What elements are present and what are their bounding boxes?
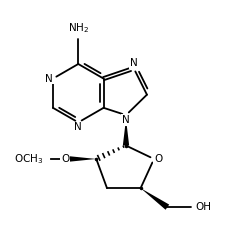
Text: O: O bbox=[154, 154, 162, 164]
Text: N: N bbox=[130, 58, 138, 68]
Text: OH: OH bbox=[195, 202, 211, 212]
Polygon shape bbox=[123, 119, 129, 146]
Text: N: N bbox=[74, 122, 82, 132]
Text: OCH$_3$: OCH$_3$ bbox=[14, 152, 43, 166]
Text: NH$_2$: NH$_2$ bbox=[68, 21, 89, 35]
Polygon shape bbox=[141, 188, 169, 210]
Text: O: O bbox=[61, 154, 69, 164]
Polygon shape bbox=[65, 156, 96, 162]
Text: N: N bbox=[122, 115, 130, 125]
Text: N: N bbox=[45, 74, 53, 84]
